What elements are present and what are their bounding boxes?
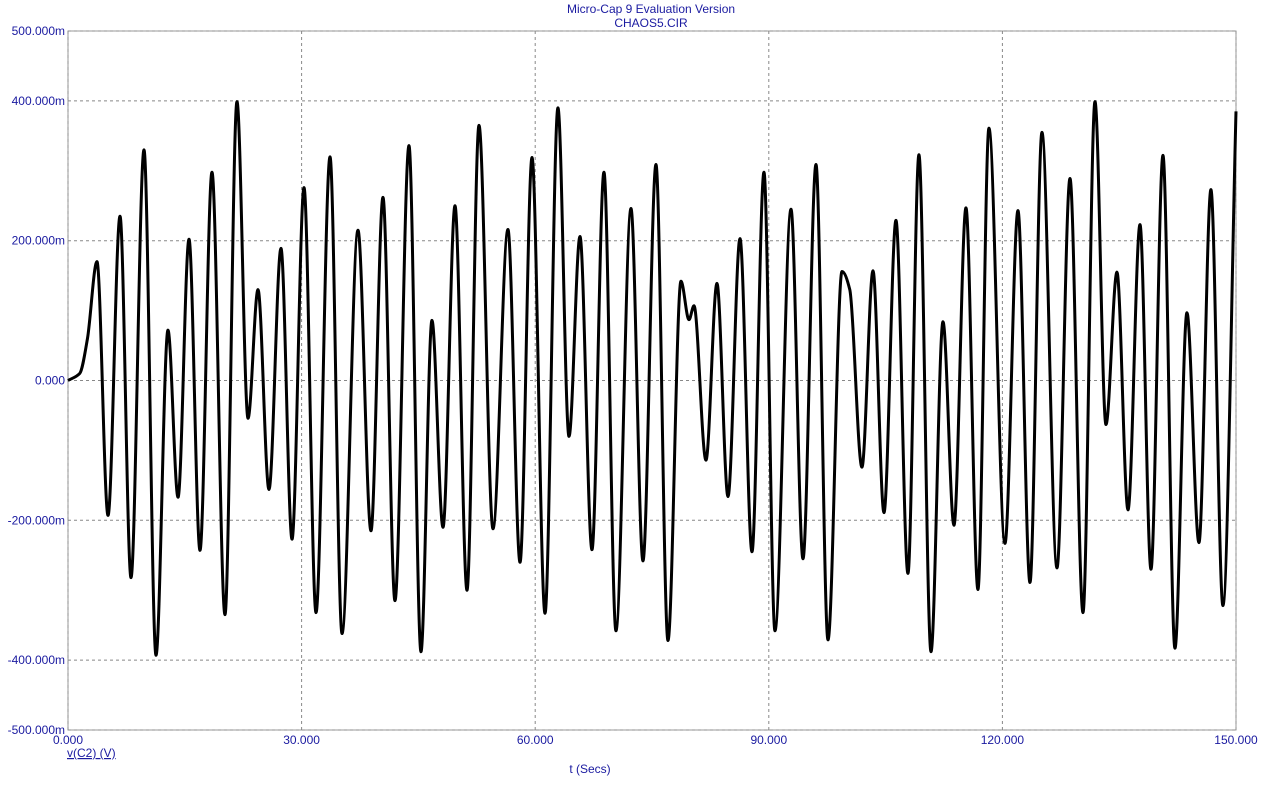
y-tick-label: 500.000m xyxy=(12,24,65,38)
y-tick-label: -500.000m xyxy=(8,723,65,737)
x-tick-label: 0.000 xyxy=(53,733,83,747)
x-axis-label: t (Secs) xyxy=(569,762,610,776)
x-tick-label: 90.000 xyxy=(750,733,787,747)
chart-subtitle: CHAOS5.CIR xyxy=(614,16,688,30)
data-line xyxy=(67,100,1238,657)
y-tick-label: 0.000 xyxy=(35,374,65,388)
y-tick-label: -200.000m xyxy=(8,513,65,527)
x-tick-label: 150.000 xyxy=(1214,733,1258,747)
y-axis-label: v(C2) (V) xyxy=(67,746,116,760)
y-tick-label: -400.000m xyxy=(8,653,65,667)
x-tick-label: 30.000 xyxy=(283,733,320,747)
chart-title: Micro-Cap 9 Evaluation Version xyxy=(567,2,735,16)
x-tick-label: 60.000 xyxy=(517,733,554,747)
x-tick-label: 120.000 xyxy=(981,733,1025,747)
y-tick-label: 400.000m xyxy=(12,94,65,108)
y-tick-label: 200.000m xyxy=(12,234,65,248)
